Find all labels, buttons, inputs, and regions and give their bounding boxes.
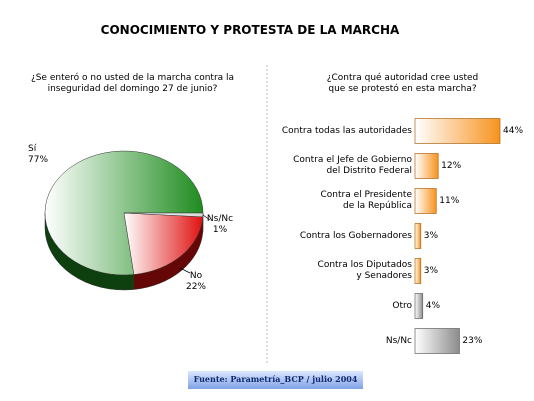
pie-slice — [123, 212, 204, 218]
bar-value-label: 11% — [439, 196, 460, 206]
bar-value-label: 44% — [503, 126, 524, 136]
pie-value-label: 1% — [212, 225, 228, 235]
page-title: CONOCIMIENTO Y PROTESTA DE LA MARCHA — [100, 23, 400, 37]
bar-category-label: Contra los Gobernadores — [299, 230, 412, 241]
source-box — [188, 371, 363, 389]
bar — [414, 153, 439, 179]
bar-value-label: 12% — [441, 161, 462, 171]
bar — [414, 328, 460, 354]
bar-category-label: Contra todas las autoridades — [281, 125, 412, 136]
pie-category-label: Ns/Nc — [206, 214, 234, 224]
bar-value-label: 23% — [462, 336, 483, 346]
bar-category-label: Ns/Nc — [385, 335, 412, 346]
leader-line — [179, 267, 191, 274]
bar — [414, 293, 424, 319]
bar-value-label: 3% — [423, 231, 439, 241]
bar — [414, 188, 437, 214]
source: Fuente: Parametría_BCP / julio 2004 — [193, 374, 358, 384]
bar-category-label: Contra el Presidente de la República — [320, 190, 412, 211]
pie-value-label: 77% — [28, 155, 49, 165]
pie-value-label: 22% — [185, 282, 206, 292]
bar — [414, 223, 422, 249]
pie-title: ¿Se enteró o no usted de la marcha contr… — [30, 73, 235, 94]
pie-category-label: No — [189, 271, 203, 281]
bar — [414, 118, 501, 144]
bar-value-label: 4% — [425, 301, 440, 311]
bar-category-label: Contra los Diputados y Senadores — [317, 260, 412, 281]
pie-slice — [123, 212, 204, 275]
pie-category-label: Sí — [28, 144, 37, 154]
bar — [414, 258, 422, 284]
bar-value-label: 3% — [423, 266, 439, 276]
bar-category-label: Contra el Jefe de Gobierno del Distrito … — [293, 155, 412, 176]
bar-title: ¿Contra qué autoridad cree usted que se … — [326, 73, 479, 94]
bar-category-label: Otro — [392, 300, 412, 311]
leader-line — [202, 214, 211, 221]
